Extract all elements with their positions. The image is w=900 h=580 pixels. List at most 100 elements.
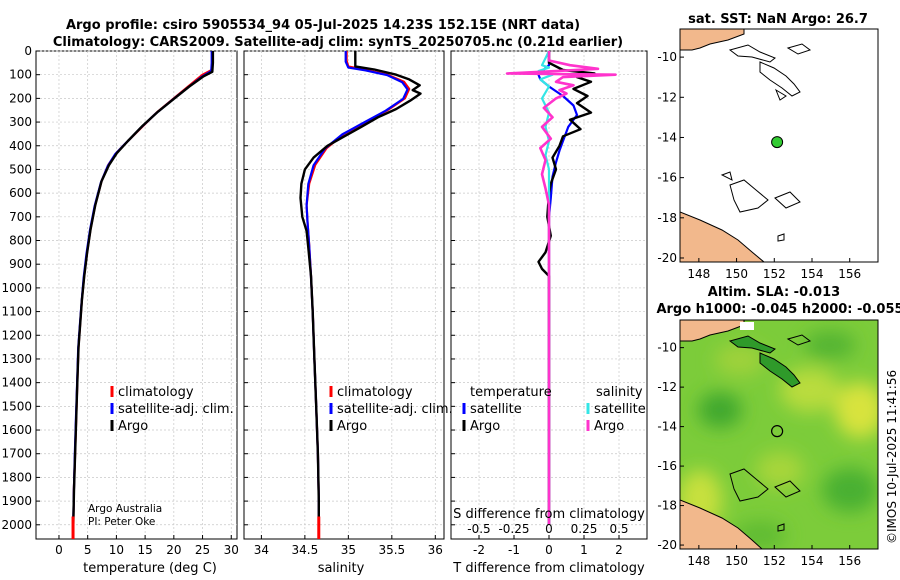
map-x-tick-label: 154	[801, 267, 824, 281]
sla-map-frame	[679, 319, 879, 550]
series-line-argo	[72, 51, 215, 525]
island-outline	[759, 61, 801, 97]
map-y-tick-label: -14	[657, 420, 677, 434]
x-tick-label: -1	[508, 543, 520, 557]
legend-argo-label: Argo	[118, 419, 148, 434]
depth-tick-label: 1300	[1, 352, 32, 366]
sla-missing-data	[740, 322, 754, 330]
legend-salinity-title: salinity	[596, 385, 643, 400]
x-tick-label: 5	[84, 543, 92, 557]
s-diff-tick-label: 0.5	[609, 522, 628, 536]
sla-map-panel: Altim. SLA: -0.013 Argo h1000: -0.045 h2…	[656, 285, 900, 568]
depth-tick-label: 200	[9, 91, 32, 105]
map-x-tick-label: 150	[725, 554, 748, 568]
sst-map-panel: sat. SST: NaN Argo: 26.7 148 150 152 154 156…	[657, 12, 879, 281]
depth-tick-label: 1700	[1, 447, 32, 461]
argo-float-marker	[771, 136, 784, 149]
island-outline	[786, 334, 812, 346]
map-y-tick-label: -16	[657, 459, 677, 473]
australia-land	[680, 499, 763, 549]
temperature-xlabel: temperature (deg C)	[83, 561, 217, 576]
map-x-tick-label: 148	[687, 554, 710, 568]
legend-satellite-label: satellite-adj. clim.	[118, 402, 234, 417]
depth-tick-label: 300	[9, 115, 32, 129]
sst-map-ticks: 148 150 152 154 156 -10 -12 -14 -16 -18 -20	[657, 50, 861, 281]
legend-climatology-label: climatology	[118, 385, 194, 400]
depth-tick-label: 100	[9, 68, 32, 82]
reef-outline	[729, 468, 769, 502]
island-outline	[728, 44, 776, 63]
map-y-tick-label: -10	[657, 341, 677, 355]
map-y-tick-label: -18	[657, 211, 677, 225]
depth-tick-label: 1600	[1, 423, 32, 437]
temperature-series	[71, 51, 215, 539]
salinity-tick-labels: 34 34.5 35 35.5 36	[254, 543, 443, 557]
depth-tick-label: 2000	[1, 518, 32, 532]
salinity-grid	[244, 50, 444, 539]
s-diff-tick-label: -0.25	[498, 522, 529, 536]
map-x-tick-label: 154	[801, 554, 824, 568]
map-y-tick-label: -18	[657, 499, 677, 513]
reef-outline	[729, 179, 769, 213]
difference-legend: temperature satellite Argo salinity sate…	[462, 385, 646, 434]
temperature-grid	[36, 50, 237, 539]
depth-tick-label: 800	[9, 234, 32, 248]
x-tick-label: 35.5	[378, 543, 405, 557]
figure-title-line2: Climatology: CARS2009. Satellite-adj cli…	[53, 35, 623, 50]
legend-t-argo-label: Argo	[470, 419, 500, 434]
imos-watermark: ©IMOS 10-Jul-2025 11:41:56	[885, 370, 899, 544]
depth-tick-label: 1500	[1, 399, 32, 413]
x-tick-label: 34	[254, 543, 269, 557]
island-outline	[786, 43, 812, 55]
temperature-legend: climatology satellite-adj. clim. Argo	[110, 385, 234, 434]
t-difference-tick-labels: -2 -1 0 1 2	[473, 543, 623, 557]
x-tick-label: 0	[55, 543, 63, 557]
temperature-profile-panel: 0100200300400500600700800900100011001200…	[1, 44, 238, 576]
legend-argo-label: Argo	[337, 419, 367, 434]
x-tick-label: 2	[615, 543, 623, 557]
depth-tick-label: 500	[9, 162, 32, 176]
depth-tick-label: 400	[9, 139, 32, 153]
map-y-tick-label: -14	[657, 130, 677, 144]
map-x-tick-label: 148	[687, 267, 710, 281]
depth-tick-label: 1100	[1, 305, 32, 319]
legend-satellite-label: satellite-adj. clim.	[337, 402, 453, 417]
salinity-axes-frame	[243, 50, 445, 540]
depth-tick-label: 1400	[1, 376, 32, 390]
s-diff-tick-label: 0	[545, 522, 553, 536]
depth-tick-label: 900	[9, 257, 32, 271]
s-difference-tick-labels: -0.5 -0.25 0 0.25 0.5	[467, 522, 628, 536]
difference-series	[505, 50, 617, 525]
credit-line1: Argo Australia	[88, 503, 162, 515]
map-y-tick-label: -20	[657, 251, 677, 265]
island-outline	[728, 335, 776, 354]
depth-tick-label: 1000	[1, 281, 32, 295]
map-x-tick-label: 156	[838, 267, 861, 281]
new-guinea-land	[680, 29, 745, 51]
sst-map-land	[680, 29, 812, 262]
reef-outline	[777, 523, 785, 532]
reef-outline	[774, 480, 801, 498]
island-outline	[759, 352, 801, 388]
x-tick-label: 10	[109, 543, 124, 557]
salinity-xlabel: salinity	[318, 561, 365, 576]
sla-map-title: Altim. SLA: -0.013	[708, 285, 840, 300]
s-diff-tick-label: -0.5	[467, 522, 490, 536]
salinity-series	[299, 51, 422, 539]
legend-temperature-title: temperature	[470, 385, 552, 400]
legend-s-argo-label: Argo	[594, 419, 624, 434]
x-tick-label: 15	[137, 543, 152, 557]
series-line-s-argo	[505, 51, 617, 525]
map-y-tick-label: -16	[657, 171, 677, 185]
x-tick-label: -2	[473, 543, 485, 557]
map-y-tick-label: -12	[657, 90, 677, 104]
depth-tick-label: 0	[24, 44, 32, 58]
island-outline	[774, 88, 787, 101]
new-guinea-land	[680, 320, 745, 342]
depth-tick-labels: 0 100 200 300 400 500 600 700 800 900 1000 1100 1200…	[1, 44, 32, 532]
temperature-axes-frame	[35, 50, 238, 540]
depth-tick-label: 1200	[1, 328, 32, 342]
map-y-tick-label: -10	[657, 50, 677, 64]
figure-title-line1: Argo profile: csiro 5905534_94 05-Jul-20…	[66, 18, 580, 33]
map-y-tick-label: -12	[657, 380, 677, 394]
